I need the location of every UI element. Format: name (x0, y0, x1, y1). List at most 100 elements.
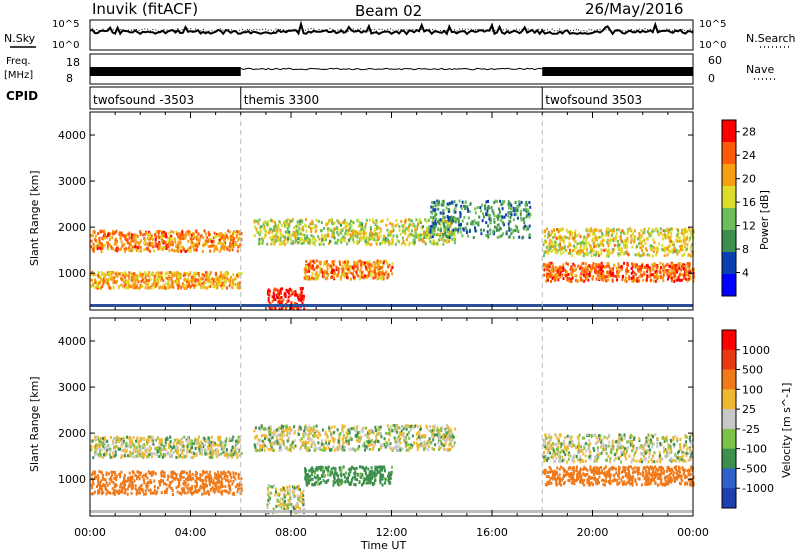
data-point (273, 293, 276, 297)
data-point (498, 228, 500, 232)
data-point (227, 470, 230, 474)
data-point (442, 215, 445, 219)
data-point (589, 244, 592, 248)
data-point (500, 234, 503, 238)
data-point (190, 280, 193, 284)
data-point (236, 233, 238, 237)
data-point (339, 231, 342, 235)
data-point (508, 212, 511, 215)
data-point (343, 221, 346, 225)
data-point (171, 272, 174, 276)
data-point (525, 210, 528, 214)
data-point (101, 246, 104, 250)
data-point (204, 278, 207, 282)
data-point (113, 242, 116, 246)
data-point (440, 238, 443, 241)
data-point (321, 238, 324, 242)
data-point (123, 473, 126, 477)
data-point (337, 233, 340, 237)
data-point (626, 230, 629, 234)
data-point (392, 234, 395, 238)
data-point (472, 222, 475, 226)
data-point (231, 482, 234, 486)
data-point (620, 265, 623, 269)
data-point (505, 230, 508, 234)
power-tick-label: 16 (742, 196, 756, 209)
data-point (659, 276, 662, 280)
data-point (103, 229, 106, 233)
data-point (148, 445, 151, 449)
data-point (210, 240, 213, 243)
data-point (112, 278, 115, 282)
data-point (213, 481, 216, 485)
data-point (123, 284, 126, 288)
data-point (675, 248, 678, 252)
data-point (147, 470, 150, 474)
data-point (214, 277, 217, 281)
data-point (671, 261, 674, 265)
data-point (589, 246, 592, 250)
data-point (214, 246, 216, 250)
data-point (590, 254, 593, 258)
data-point (109, 447, 112, 451)
data-point (352, 268, 355, 272)
data-point (239, 281, 241, 285)
data-point (97, 490, 99, 494)
data-point (200, 479, 203, 482)
data-point (167, 245, 170, 249)
data-point (408, 243, 411, 246)
data-point (268, 227, 271, 231)
data-point (123, 478, 126, 482)
data-point (306, 234, 309, 238)
data-point (266, 222, 269, 226)
data-point (325, 260, 328, 263)
data-point (101, 455, 104, 459)
data-point (448, 236, 451, 240)
data-point (603, 249, 605, 252)
data-point (573, 248, 576, 252)
data-point (408, 223, 411, 227)
data-point (477, 220, 480, 224)
data-point (485, 234, 488, 238)
data-point (150, 452, 152, 456)
data-point (437, 233, 440, 237)
data-point (516, 204, 519, 208)
power-swatch (722, 142, 736, 165)
data-point (104, 243, 106, 247)
data-point (607, 254, 610, 258)
data-point (374, 227, 377, 231)
data-point (652, 266, 655, 270)
data-point (298, 240, 301, 244)
data-point (657, 233, 660, 237)
data-point (268, 291, 271, 295)
data-point (638, 235, 641, 239)
data-point (359, 236, 362, 239)
data-point (298, 298, 301, 302)
data-point (550, 280, 553, 283)
data-point (569, 251, 572, 255)
data-point (551, 249, 554, 253)
data-point (147, 436, 150, 440)
data-point (136, 235, 139, 238)
data-point (685, 277, 688, 281)
data-point (225, 451, 228, 455)
data-point (609, 269, 612, 273)
data-point (149, 481, 152, 484)
data-point (449, 448, 452, 451)
data-point (123, 481, 125, 485)
data-point (603, 238, 605, 242)
data-point (235, 442, 238, 446)
data-point (543, 273, 546, 277)
data-point (127, 284, 130, 288)
data-point (461, 234, 464, 238)
data-point (135, 274, 138, 278)
data-point (453, 230, 456, 234)
data-point (346, 232, 349, 236)
data-point (677, 276, 680, 280)
data-point (218, 440, 221, 444)
data-point (137, 443, 140, 447)
data-point (156, 244, 159, 248)
data-point (560, 227, 563, 231)
data-point (590, 269, 592, 273)
data-point (382, 264, 385, 268)
